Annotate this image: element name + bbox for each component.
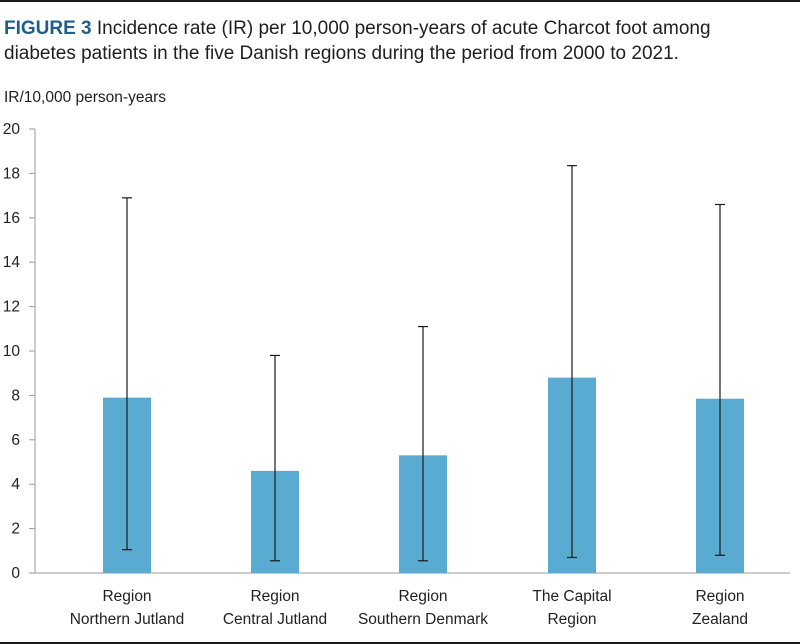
bottom-rule (0, 642, 800, 644)
y-tick-label: 12 (3, 299, 20, 316)
x-category-label: Zealand (692, 611, 748, 628)
y-tick-label: 18 (3, 165, 20, 182)
figure-caption: FIGURE 3 Incidence rate (IR) per 10,000 … (4, 16, 784, 66)
y-tick-label: 10 (3, 343, 21, 360)
x-category-label: Region (250, 588, 299, 605)
top-rule (0, 0, 800, 2)
y-tick-label: 0 (11, 565, 20, 582)
x-category-label: Northern Jutland (70, 611, 185, 628)
y-tick-label: 14 (3, 254, 21, 271)
y-tick-label: 8 (11, 387, 20, 404)
figure-label: FIGURE 3 (4, 18, 92, 39)
y-tick-label: 4 (11, 476, 20, 493)
caption-text: Incidence rate (IR) per 10,000 person-ye… (4, 18, 711, 64)
y-tick-label: 2 (11, 521, 20, 538)
y-tick-label: 16 (3, 210, 20, 227)
y-tick-label: 6 (11, 432, 20, 449)
x-category-label: Southern Denmark (358, 611, 488, 628)
x-category-label: The Capital (532, 588, 611, 605)
x-category-label: Region (102, 588, 151, 605)
x-category-label: Region (695, 588, 744, 605)
y-axis-label: IR/10,000 person-years (4, 89, 166, 106)
x-category-label: Region (398, 588, 447, 605)
y-tick-label: 20 (3, 121, 21, 138)
x-category-label: Region (547, 611, 596, 628)
x-category-label: Central Jutland (223, 611, 327, 628)
